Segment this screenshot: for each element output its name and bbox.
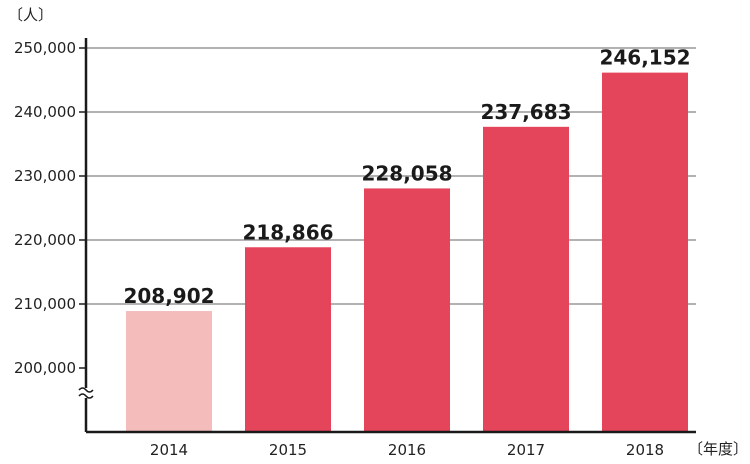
y-tick-label: 240,000 <box>14 103 76 121</box>
bar-2016 <box>364 188 450 432</box>
data-label-2014: 208,902 <box>123 284 214 308</box>
y-tick-label: 210,000 <box>14 295 76 313</box>
x-category-2018: 2018 <box>626 441 664 459</box>
axis-break-gap <box>80 388 92 398</box>
y-tick-label: 230,000 <box>14 167 76 185</box>
bar-2014 <box>126 311 212 432</box>
data-label-2016: 228,058 <box>361 161 452 185</box>
x-category-2015: 2015 <box>269 441 307 459</box>
y-tick-label: 250,000 <box>14 39 76 57</box>
grid-lines <box>86 47 696 305</box>
data-label-2015: 218,866 <box>242 220 333 244</box>
x-category-2014: 2014 <box>150 441 188 459</box>
y-tick-label: 220,000 <box>14 231 76 249</box>
axis-break-mark <box>78 393 94 399</box>
y-axis-unit-label: 〔人〕 <box>8 6 53 24</box>
bars <box>126 72 688 432</box>
y-tick-label: 200,000 <box>14 359 76 377</box>
bar-2015 <box>245 247 331 432</box>
bar-2018 <box>602 72 688 432</box>
data-labels: 208,902 218,866 228,058 237,683 246,152 <box>123 46 690 308</box>
x-axis-unit-label: 〔年度〕 <box>688 440 748 458</box>
x-category-labels: 2014 2015 2016 2017 2018 <box>150 441 664 459</box>
x-category-2016: 2016 <box>388 441 426 459</box>
data-label-2017: 237,683 <box>480 100 571 124</box>
data-label-2018: 246,152 <box>599 46 690 70</box>
x-category-2017: 2017 <box>507 441 545 459</box>
y-tick-labels: 200,000 210,000 220,000 230,000 240,000 250,0… <box>14 39 76 377</box>
axis-break-mark <box>78 387 94 393</box>
axes <box>78 38 696 434</box>
bar-2017 <box>483 126 569 432</box>
